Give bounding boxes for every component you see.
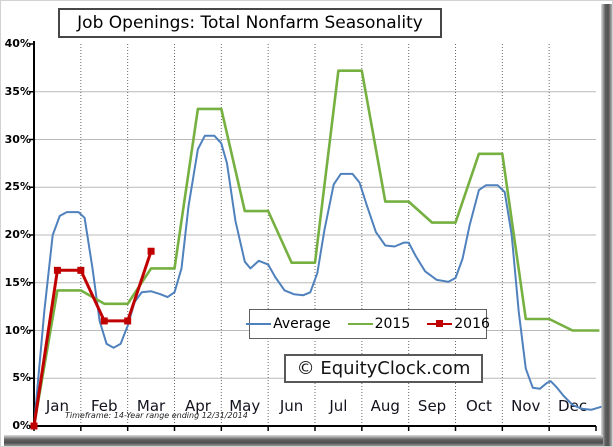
x-axis-label-nov: Nov (511, 397, 541, 415)
watermark-box: © EquityClock.com (284, 354, 483, 383)
chart-legend: Average 2015 2016 (246, 309, 490, 339)
y-axis-label: 25% (4, 180, 31, 194)
y-axis-label: 10% (4, 323, 31, 337)
legend-swatch-icon (246, 322, 272, 326)
legend-label: 2015 (374, 316, 411, 332)
legend-swatch-icon (427, 320, 453, 328)
legend-item-average: Average (246, 316, 331, 332)
y-axis-label: 0% (12, 419, 31, 432)
legend-label: 2016 (454, 316, 490, 332)
legend-items: Average 2015 2016 (246, 316, 490, 332)
x-axis-label-aug: Aug (370, 397, 400, 415)
x-axis-label-oct: Oct (465, 397, 492, 415)
chart-title-box: Job Openings: Total Nonfarm Seasonality (58, 8, 442, 38)
frame-shadow-bottom (4, 435, 603, 446)
timeframe-footnote: Timeframe: 14-Year range ending 12/31/20… (65, 411, 248, 420)
y-axis-label: 30% (4, 132, 31, 146)
x-axis-label-jul: Jul (329, 397, 348, 415)
x-axis-label-feb: Feb (90, 397, 118, 415)
x-axis-label-may: May (229, 397, 261, 415)
frame-shadow-right (601, 4, 612, 446)
y-axis-label: 40% (4, 37, 31, 50)
y-axis-label: 5% (12, 371, 31, 385)
x-axis-label-sep: Sep (417, 397, 447, 415)
y-axis-label: 35% (4, 84, 31, 98)
x-axis-label-apr: Apr (184, 397, 211, 415)
legend-item-2016: 2016 (427, 316, 490, 332)
x-axis-label-mar: Mar (136, 397, 166, 415)
legend-marker-icon (436, 320, 444, 328)
legend-swatch-icon (347, 322, 373, 326)
watermark-text: © EquityClock.com (296, 358, 471, 379)
x-axis-label-jun: Jun (279, 397, 304, 415)
chart-title: Job Openings: Total Nonfarm Seasonality (77, 13, 423, 33)
y-axis-label: 15% (4, 275, 31, 289)
legend-label: Average (273, 316, 331, 332)
x-axis-label-jan: Jan (45, 397, 69, 415)
y-axis-label: 20% (4, 228, 31, 241)
legend-item-2015: 2015 (347, 316, 411, 332)
